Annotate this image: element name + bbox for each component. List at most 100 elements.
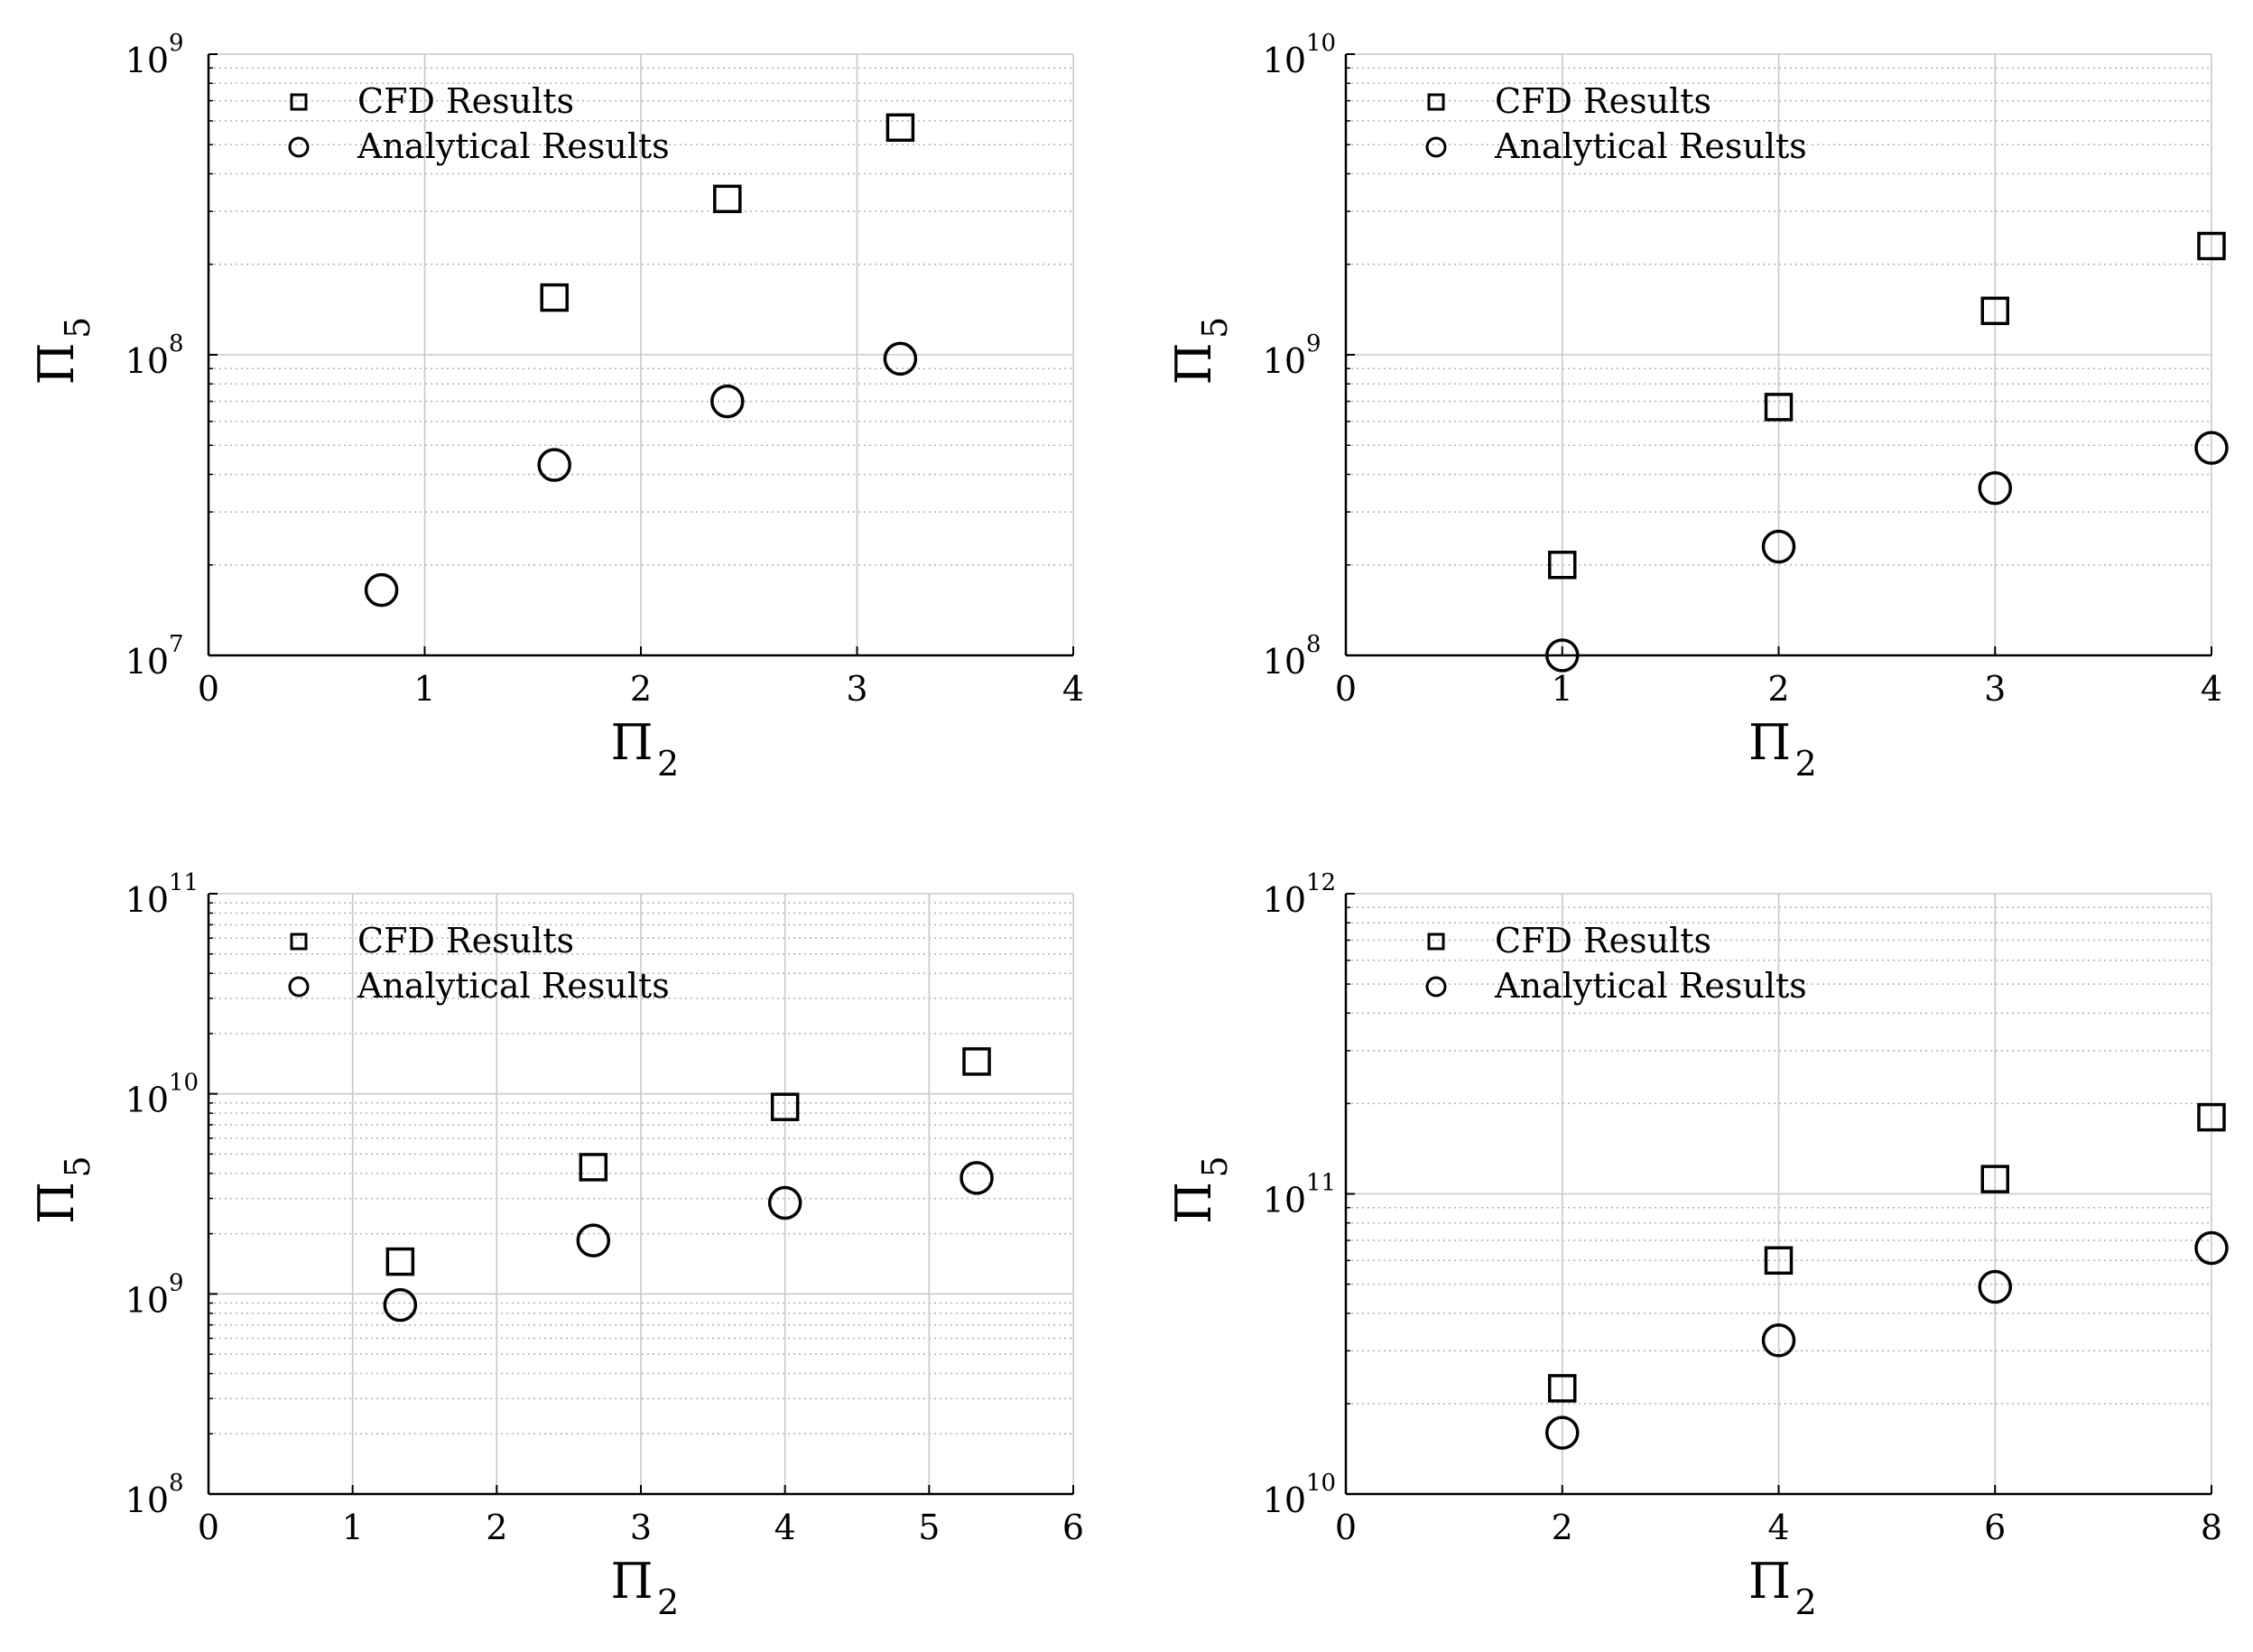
cfd-point bbox=[385, 1247, 415, 1276]
x-tick-label: 2 bbox=[1767, 669, 1789, 709]
y-tick-base: 10 bbox=[125, 1081, 169, 1120]
analytical-point bbox=[1761, 529, 1796, 564]
y-tick-base: 10 bbox=[125, 1280, 169, 1320]
x-tick-label: 2 bbox=[486, 1508, 507, 1547]
y-tick-base: 10 bbox=[1263, 341, 1306, 381]
cfd-point bbox=[885, 113, 915, 143]
legend: CFD Results Analytical Results bbox=[1425, 81, 1807, 166]
y-tick-label: 10 10 bbox=[125, 1070, 199, 1120]
x-tick-label: 4 bbox=[2201, 669, 2222, 709]
legend-circle-marker bbox=[1425, 136, 1447, 158]
y-tick-base: 10 bbox=[1263, 880, 1306, 920]
legend: CFD Results Analytical Results bbox=[288, 921, 670, 1006]
x-axis-title-main: Π bbox=[1748, 714, 1791, 771]
y-tick-label: 10 8 bbox=[1263, 631, 1321, 682]
cfd-point bbox=[1764, 1246, 1794, 1276]
y-tick-label: 10 9 bbox=[125, 30, 184, 80]
minor-gridlines bbox=[1346, 906, 2211, 1405]
y-tick-exponent: 9 bbox=[169, 1269, 184, 1296]
x-tick-label: 4 bbox=[1767, 1508, 1789, 1547]
major-gridlines bbox=[1346, 54, 2211, 655]
series-cfd bbox=[1548, 1102, 2226, 1403]
series-cfd bbox=[540, 113, 915, 312]
legend-circle-marker bbox=[1425, 976, 1447, 998]
legend-square-marker bbox=[290, 933, 308, 951]
analytical-point bbox=[767, 1185, 802, 1220]
x-tick-label: 2 bbox=[630, 669, 652, 709]
minor-gridlines bbox=[209, 67, 1073, 566]
series-cfd bbox=[1548, 231, 2226, 580]
analytical-point bbox=[883, 341, 918, 376]
y-tick-exponent: 8 bbox=[1306, 631, 1321, 658]
x-axis-title-main: Π bbox=[610, 714, 653, 771]
x-axis-title-subscript: 2 bbox=[657, 1582, 679, 1622]
x-tick-label: 5 bbox=[918, 1508, 940, 1547]
y-tick-base: 10 bbox=[1263, 1480, 1306, 1520]
y-axis-title-main: Π bbox=[28, 342, 85, 385]
legend-label: Analytical Results bbox=[1494, 966, 1807, 1006]
y-tick-exponent: 10 bbox=[1306, 1470, 1336, 1497]
x-tick-label: 0 bbox=[198, 669, 219, 709]
y-tick-exponent: 11 bbox=[169, 869, 199, 896]
x-axis-title-subscript: 2 bbox=[1795, 744, 1817, 784]
legend-label: Analytical Results bbox=[357, 966, 670, 1006]
y-tick-base: 10 bbox=[125, 41, 169, 80]
analytical-point bbox=[364, 572, 399, 608]
y-tick-label: 10 11 bbox=[1263, 1170, 1336, 1220]
y-tick-base: 10 bbox=[125, 1480, 169, 1520]
x-axis-title-main: Π bbox=[610, 1553, 653, 1610]
y-axis-title-subscript: 5 bbox=[1195, 317, 1235, 339]
cfd-point bbox=[2197, 1102, 2226, 1132]
y-tick-label: 10 10 bbox=[1263, 30, 1336, 80]
y-tick-label: 10 8 bbox=[125, 330, 184, 381]
x-tick-label: 1 bbox=[1552, 669, 1573, 709]
analytical-point bbox=[2194, 1230, 2229, 1266]
y-tick-exponent: 10 bbox=[169, 1070, 199, 1097]
legend-circle-marker bbox=[288, 136, 310, 158]
y-tick-label: 10 10 bbox=[1263, 1470, 1336, 1520]
x-tick-label: 0 bbox=[1335, 669, 1357, 709]
analytical-point bbox=[1545, 638, 1580, 673]
cfd-point bbox=[1980, 296, 2009, 326]
series-cfd bbox=[385, 1047, 991, 1276]
y-axis-title: Π5 bbox=[28, 1155, 97, 1224]
y-axis-title-main: Π bbox=[1165, 1182, 1222, 1224]
x-tick-label: 4 bbox=[1062, 669, 1084, 709]
y-tick-label: 10 9 bbox=[125, 1269, 184, 1320]
y-tick-base: 10 bbox=[125, 642, 169, 682]
cfd-point bbox=[1980, 1165, 2009, 1193]
analytical-point bbox=[1978, 1269, 2012, 1304]
cfd-point bbox=[770, 1092, 800, 1121]
x-tick-label: 8 bbox=[2201, 1508, 2222, 1547]
x-tick-label: 0 bbox=[1335, 1508, 1357, 1547]
major-gridlines bbox=[209, 54, 1073, 655]
x-tick-label: 6 bbox=[1984, 1508, 2006, 1547]
y-tick-label: 10 8 bbox=[125, 1470, 184, 1520]
analytical-point bbox=[960, 1161, 994, 1195]
legend-square-marker bbox=[290, 93, 308, 111]
analytical-point bbox=[1978, 471, 2012, 506]
x-axis-title-main: Π bbox=[1748, 1553, 1791, 1610]
y-axis-title-main: Π bbox=[1165, 342, 1222, 385]
series-analytical bbox=[1545, 1230, 2229, 1450]
x-tick-label: 3 bbox=[846, 669, 867, 709]
x-tick-label: 3 bbox=[630, 1508, 652, 1547]
legend-circle-marker bbox=[288, 976, 310, 998]
legend-label: Analytical Results bbox=[1494, 126, 1807, 166]
y-axis-title: Π5 bbox=[1165, 1155, 1235, 1224]
x-tick-label: 1 bbox=[413, 669, 435, 709]
x-axis-title-subscript: 2 bbox=[657, 744, 679, 784]
series-analytical bbox=[364, 341, 918, 608]
y-tick-base: 10 bbox=[125, 341, 169, 381]
x-tick-label: 0 bbox=[198, 1508, 219, 1547]
y-tick-exponent: 11 bbox=[1306, 1170, 1336, 1197]
y-tick-base: 10 bbox=[1263, 41, 1306, 80]
y-tick-label: 10 9 bbox=[1263, 330, 1321, 381]
y-tick-exponent: 9 bbox=[169, 30, 184, 57]
analytical-point bbox=[383, 1287, 418, 1323]
